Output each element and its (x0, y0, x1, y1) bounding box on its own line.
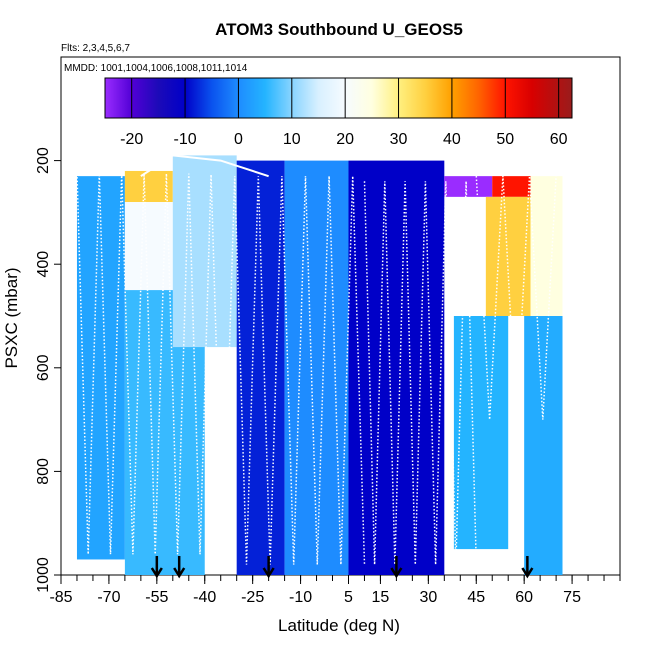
y-tick-label: 1000 (35, 557, 52, 593)
colorbar-tick-label: -20 (120, 131, 143, 148)
heatmap-cell (172, 155, 237, 348)
x-tick-label: -25 (241, 589, 264, 606)
x-tick-label: -40 (193, 589, 216, 606)
chart-title: ATOM3 Southbound U_GEOS5 (215, 20, 463, 39)
profile-trace (140, 154, 269, 178)
profile-trace (210, 176, 366, 565)
flights-subtitle: Flts: 2,3,4,5,6,7 (61, 43, 130, 54)
y-tick-label: 800 (35, 458, 52, 485)
y-axis: 200 400 600 800 1000 (35, 147, 61, 593)
y-tick-label: 400 (35, 251, 52, 278)
profile-arrow-head (521, 567, 534, 579)
profile-trace (76, 173, 212, 555)
x-axis: -85 -70 -55 -40 -25 -10 5 15 30 45 60 75 (49, 575, 621, 606)
heatmap-cell (453, 316, 509, 550)
x-tick-label: -10 (289, 589, 312, 606)
colorbar-ticks: -20 -10 0 10 20 30 40 50 60 (120, 78, 568, 148)
colorbar (105, 78, 572, 118)
colorbar-frame (104, 77, 573, 119)
heatmap-cell (236, 160, 285, 575)
x-tick-label: -70 (97, 589, 120, 606)
heatmap-cell (524, 316, 563, 575)
colorbar-tick-label: 10 (283, 131, 301, 148)
x-axis-label: Latitude (deg N) (278, 616, 400, 635)
colorbar-tick-label: -10 (173, 131, 196, 148)
x-tick-label: 75 (563, 589, 581, 606)
colorbar-tick-label: 40 (443, 131, 461, 148)
x-tick-label: 60 (515, 589, 533, 606)
heatmap-cell (444, 176, 493, 197)
heatmap-cell (124, 170, 173, 203)
profile-trace (475, 176, 557, 420)
x-tick-label: 30 (419, 589, 437, 606)
heatmap-field (76, 155, 563, 575)
heatmap-cell (284, 160, 349, 575)
x-tick-label: 15 (372, 589, 390, 606)
heatmap-cell (348, 160, 445, 575)
x-tick-label: 5 (344, 589, 353, 606)
x-tick-label: 45 (467, 589, 485, 606)
profile-trace (363, 181, 478, 565)
heatmap-cell (76, 176, 125, 560)
profile-arrow-head (173, 567, 186, 579)
colorbar-tick-label: 0 (234, 131, 243, 148)
dates-subtitle: MMDD: 1001,1004,1006,1008,1011,1014 (64, 63, 248, 74)
colorbar-tick-label: 60 (550, 131, 568, 148)
heatmap-cell (124, 202, 173, 291)
colorbar-tick-label: 50 (496, 131, 514, 148)
y-axis-label: PSXC (mbar) (2, 267, 21, 368)
heatmap-cell (492, 176, 531, 197)
colorbar-tick-label: 20 (336, 131, 354, 148)
x-tick-label: -85 (49, 589, 72, 606)
x-tick-label: -55 (145, 589, 168, 606)
heatmap-cell (530, 176, 563, 316)
y-tick-label: 600 (35, 354, 52, 381)
colorbar-tick-label: 30 (390, 131, 408, 148)
heatmap-cell (485, 196, 531, 316)
flight-profiles (76, 154, 557, 565)
y-tick-label: 200 (35, 147, 52, 174)
